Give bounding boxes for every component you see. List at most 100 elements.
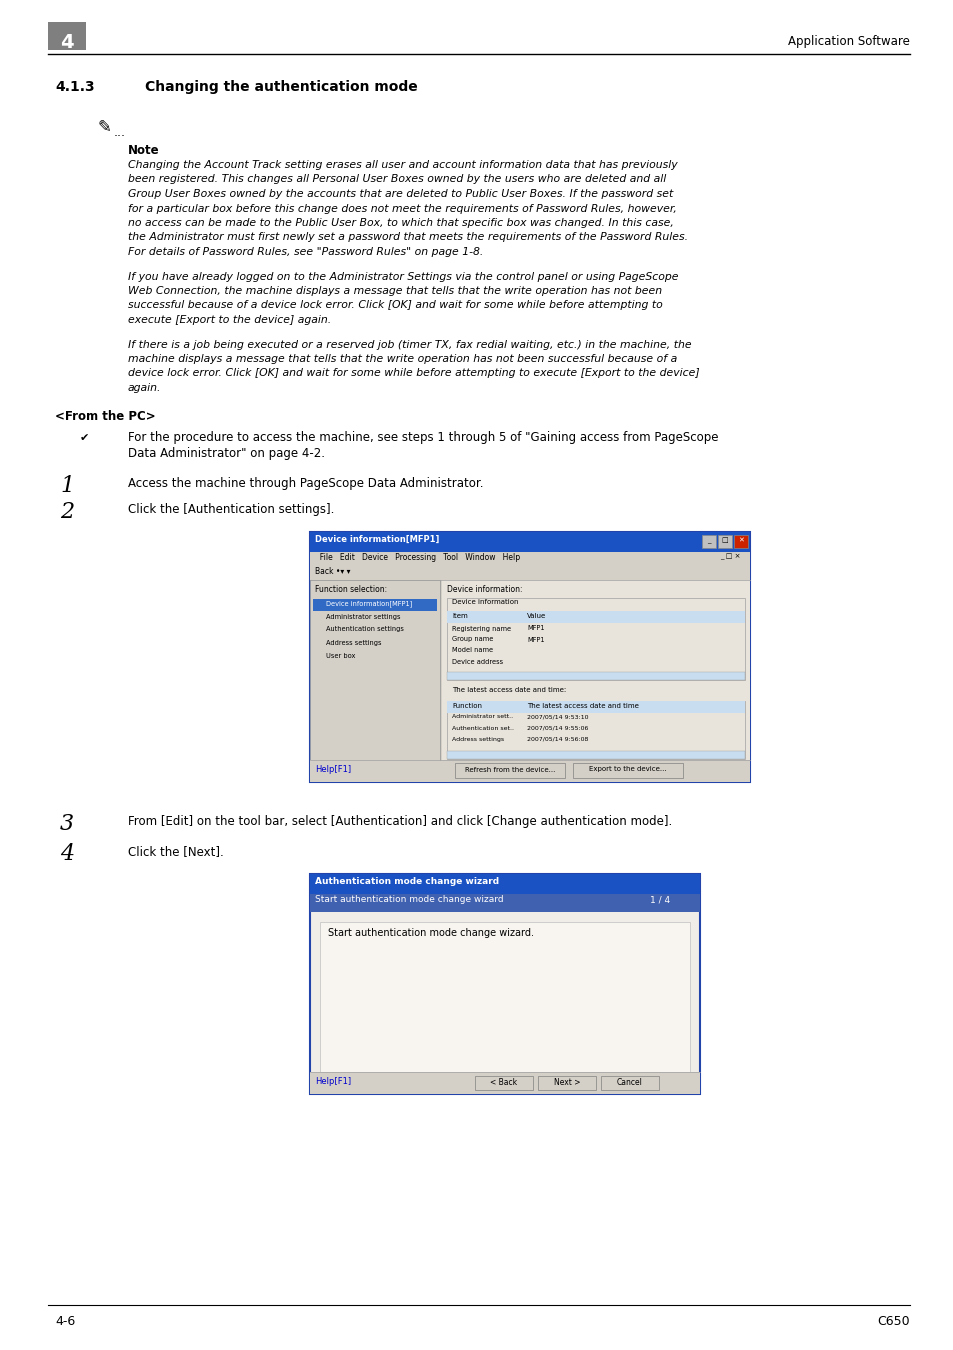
Text: device lock error. Click [OK] and wait for some while before attempting to execu: device lock error. Click [OK] and wait f… — [128, 369, 699, 378]
Text: Authentication set..: Authentication set.. — [452, 725, 514, 730]
Text: 2007/05/14 9:55:06: 2007/05/14 9:55:06 — [526, 725, 588, 730]
Text: User box: User box — [326, 652, 355, 659]
Bar — [313, 598, 436, 610]
Text: Start authentication mode change wizard.: Start authentication mode change wizard. — [328, 929, 534, 938]
Text: ...: ... — [113, 126, 126, 139]
Text: File   Edit   Device   Processing   Tool   Window   Help: File Edit Device Processing Tool Window … — [314, 554, 519, 563]
Text: successful because of a device lock error. Click [OK] and wait for some while be: successful because of a device lock erro… — [128, 301, 662, 310]
Text: 2007/05/14 9:53:10: 2007/05/14 9:53:10 — [526, 714, 588, 720]
Text: Refresh from the device...: Refresh from the device... — [464, 767, 555, 772]
Text: 3: 3 — [60, 814, 74, 836]
Text: Function: Function — [452, 702, 481, 709]
Text: Device information:: Device information: — [447, 585, 522, 594]
Text: The latest access date and time: The latest access date and time — [526, 702, 639, 709]
Text: no access can be made to the Public User Box, to which that specific box was cha: no access can be made to the Public User… — [128, 217, 673, 228]
Text: Administrator settings: Administrator settings — [326, 613, 400, 620]
Bar — [701, 535, 716, 548]
Text: Item: Item — [452, 613, 467, 618]
Text: <From the PC>: <From the PC> — [55, 409, 155, 423]
Text: For the procedure to access the machine, see steps 1 through 5 of "Gaining acces: For the procedure to access the machine,… — [128, 432, 718, 444]
Text: machine displays a message that tells that the write operation has not been succ: machine displays a message that tells th… — [128, 354, 677, 364]
Text: □: □ — [720, 537, 727, 544]
Bar — [441, 579, 749, 760]
Text: Group User Boxes owned by the accounts that are deleted to Public User Boxes. If: Group User Boxes owned by the accounts t… — [128, 189, 673, 198]
Bar — [310, 532, 749, 552]
Text: Click the [Next].: Click the [Next]. — [128, 845, 224, 859]
Text: MFP1: MFP1 — [526, 625, 544, 632]
Text: 4-6: 4-6 — [55, 1315, 75, 1328]
Text: 4.1.3: 4.1.3 — [55, 80, 94, 94]
Text: MFP1: MFP1 — [526, 636, 544, 643]
Text: Device information[MFP1]: Device information[MFP1] — [326, 601, 412, 608]
Text: < Back: < Back — [490, 1079, 517, 1087]
Text: 2: 2 — [60, 501, 74, 524]
Text: 1: 1 — [60, 475, 74, 498]
Bar — [447, 598, 744, 679]
Text: Device address: Device address — [452, 659, 502, 664]
Text: Note: Note — [128, 144, 159, 157]
Text: The latest access date and time:: The latest access date and time: — [452, 687, 566, 694]
Bar — [447, 701, 744, 713]
Bar — [475, 1076, 533, 1089]
Text: Start authentication mode change wizard: Start authentication mode change wizard — [314, 895, 503, 905]
Text: If you have already logged on to the Administrator Settings via the control pane: If you have already logged on to the Adm… — [128, 271, 678, 282]
Text: Group name: Group name — [452, 636, 493, 643]
Text: Changing the Account Track setting erases all user and account information data : Changing the Account Track setting erase… — [128, 161, 677, 170]
Text: Click the [Authentication settings].: Click the [Authentication settings]. — [128, 504, 334, 517]
Text: _ □ ×: _ □ × — [720, 554, 740, 560]
Text: Export to the device...: Export to the device... — [589, 767, 666, 772]
Text: Administrator sett..: Administrator sett.. — [452, 714, 513, 720]
Text: Authentication mode change wizard: Authentication mode change wizard — [314, 876, 498, 886]
Text: C650: C650 — [877, 1315, 909, 1328]
Text: ✔: ✔ — [80, 432, 90, 443]
Text: ✕: ✕ — [738, 537, 743, 544]
Text: Device information[MFP1]: Device information[MFP1] — [314, 535, 439, 544]
Text: Authentication settings: Authentication settings — [326, 626, 403, 633]
Text: 4: 4 — [60, 32, 73, 51]
Text: Web Connection, the machine displays a message that tells that the write operati: Web Connection, the machine displays a m… — [128, 286, 661, 296]
Text: Access the machine through PageScope Data Administrator.: Access the machine through PageScope Dat… — [128, 478, 483, 490]
Text: Changing the authentication mode: Changing the authentication mode — [145, 80, 417, 94]
Text: If there is a job being executed or a reserved job (timer TX, fax redial waiting: If there is a job being executed or a re… — [128, 339, 691, 350]
Text: Application Software: Application Software — [787, 35, 909, 49]
Bar — [447, 751, 744, 759]
Bar — [733, 535, 747, 548]
Text: Value: Value — [526, 613, 546, 618]
Text: Address settings: Address settings — [326, 640, 381, 645]
Bar — [447, 701, 744, 759]
Text: Back •▾ ▾: Back •▾ ▾ — [314, 567, 350, 576]
Bar — [447, 610, 744, 622]
Bar — [310, 579, 439, 760]
Text: again.: again. — [128, 383, 161, 393]
Text: been registered. This changes all Personal User Boxes owned by the users who are: been registered. This changes all Person… — [128, 174, 665, 185]
Text: 1 / 4: 1 / 4 — [649, 895, 669, 905]
Bar — [310, 873, 700, 894]
Bar — [447, 671, 744, 679]
Bar — [573, 763, 682, 778]
Bar — [455, 763, 564, 778]
Text: Registering name: Registering name — [452, 625, 511, 632]
Text: Model name: Model name — [452, 648, 493, 653]
Text: _: _ — [706, 537, 710, 544]
Text: for a particular box before this change does not meet the requirements of Passwo: for a particular box before this change … — [128, 204, 677, 213]
Text: Device information: Device information — [452, 599, 518, 606]
Bar — [310, 552, 749, 566]
Text: 2007/05/14 9:56:08: 2007/05/14 9:56:08 — [526, 737, 588, 741]
Text: 4: 4 — [60, 844, 74, 865]
Bar — [310, 760, 749, 782]
Text: execute [Export to the device] again.: execute [Export to the device] again. — [128, 315, 331, 325]
Text: Function selection:: Function selection: — [314, 585, 387, 594]
Text: Address settings: Address settings — [452, 737, 503, 741]
Bar — [310, 873, 700, 1094]
Bar — [310, 566, 749, 579]
Text: Cancel: Cancel — [617, 1079, 642, 1087]
Bar — [310, 532, 749, 782]
Text: Help[F1]: Help[F1] — [314, 764, 351, 774]
Text: the Administrator must first newly set a password that meets the requirements of: the Administrator must first newly set a… — [128, 232, 687, 243]
Bar — [310, 1072, 700, 1094]
Text: Next >: Next > — [553, 1079, 579, 1087]
Text: For details of Password Rules, see "Password Rules" on page 1-8.: For details of Password Rules, see "Pass… — [128, 247, 483, 256]
Bar — [718, 535, 731, 548]
Bar — [319, 922, 689, 1072]
Bar — [537, 1076, 596, 1089]
